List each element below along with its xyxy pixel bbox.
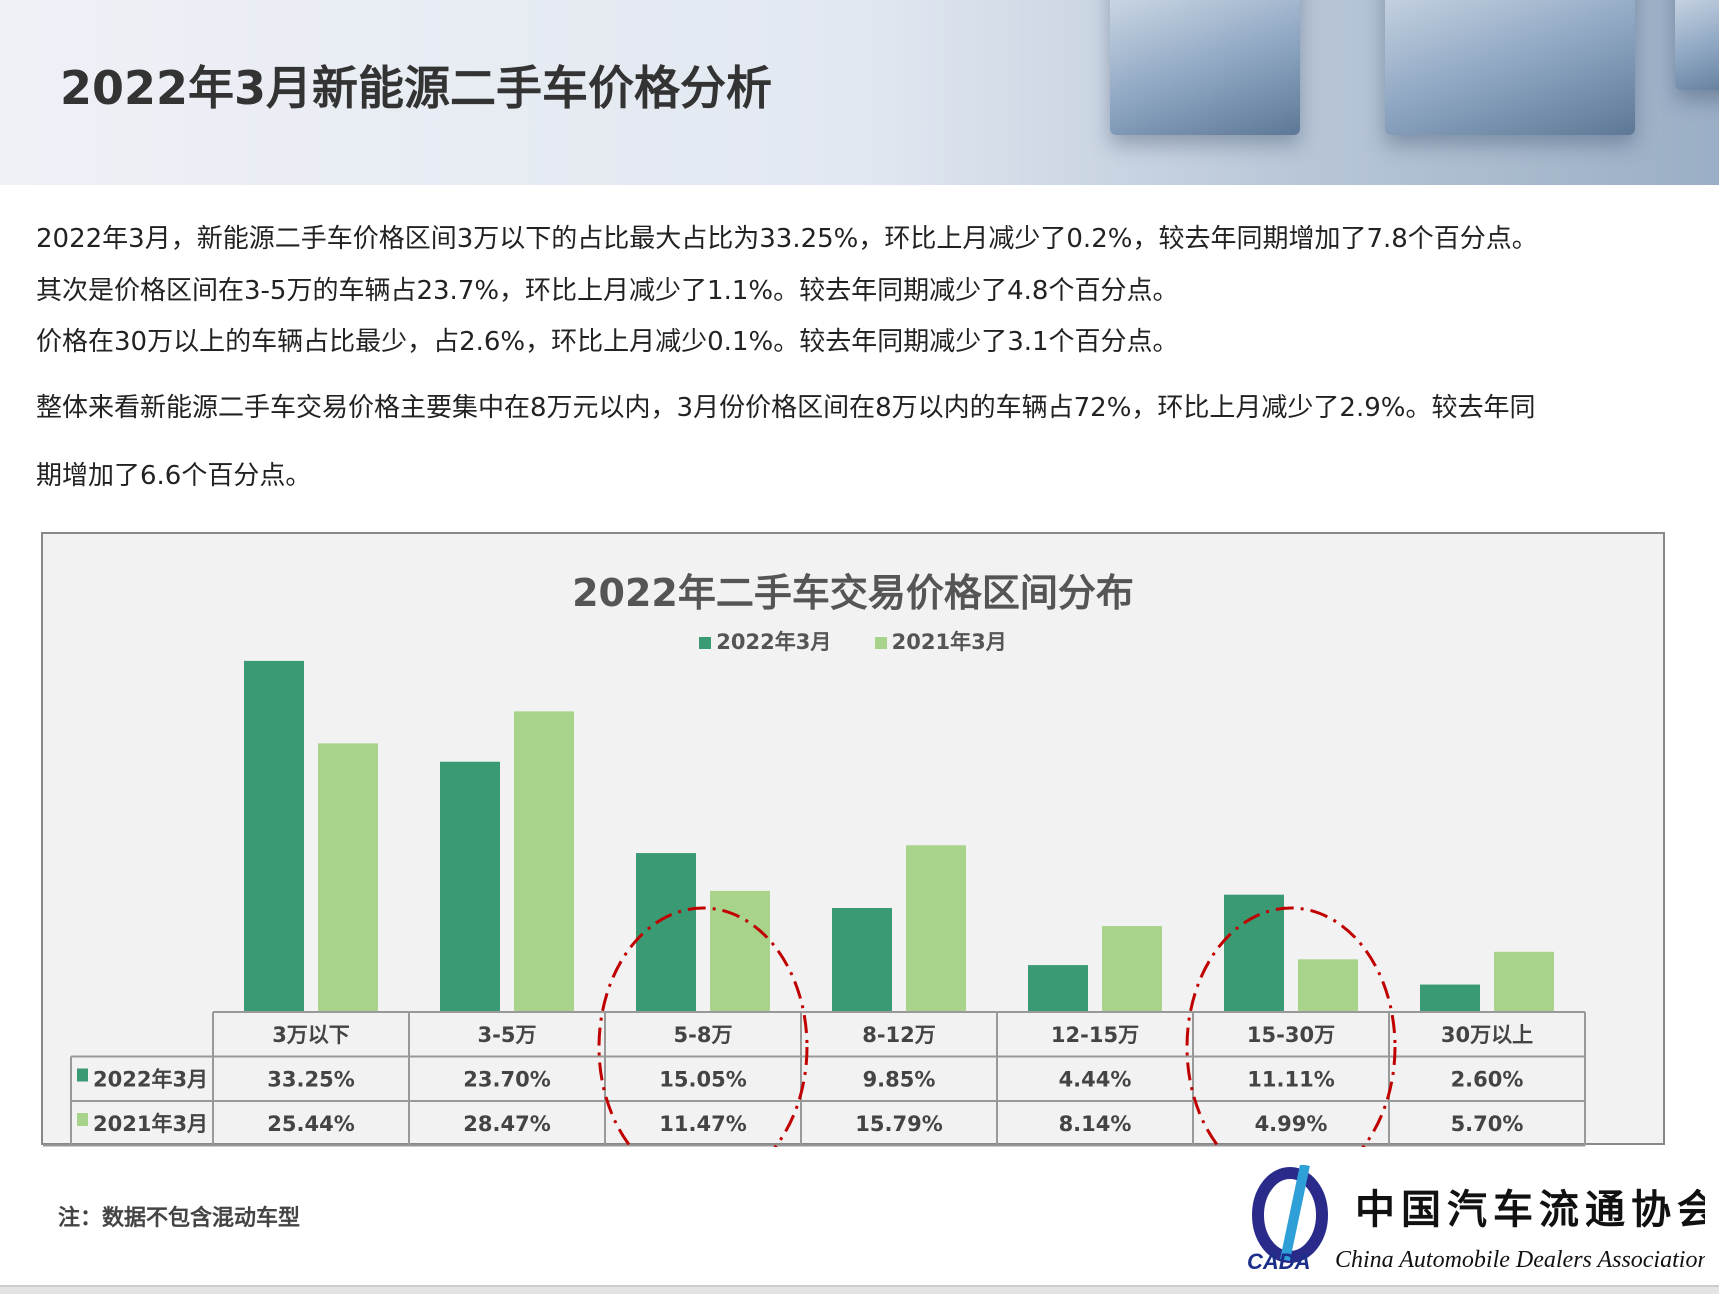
svg-text:China Automobile Dealers Assoc: China Automobile Dealers Association [1335,1247,1705,1273]
bar-2021 [318,743,378,1012]
bar-chart: 3万以下 3-5万 5-8万 8-12万 12-15万 15-30万 30万以上 2022年3… [43,660,1586,1147]
chart-legend: 2022年3月 2021年3月 [43,626,1663,656]
bar-2022 [1224,894,1284,1012]
bar-2021 [1102,926,1162,1012]
category-label: 12-15万 [1051,1023,1139,1047]
data-label: 15.05% [659,1068,746,1092]
data-label: 11.11% [1247,1068,1334,1092]
category-label: 3-5万 [478,1023,537,1047]
category-label: 15-30万 [1247,1023,1335,1047]
header-banner: 2022年3月新能源二手车价格分析 [0,0,1719,185]
legend-swatch [874,637,887,649]
paragraph: 价格在30万以上的车辆占比最少，占2.6%，环比上月减少0.1%。较去年同期减少… [36,327,1179,357]
category-label: 30万以上 [1441,1023,1533,1047]
data-label: 2.60% [1451,1068,1524,1092]
bar-2022 [1420,984,1480,1012]
category-label: 5-8万 [674,1023,733,1047]
paragraph: 2022年3月，新能源二手车价格区间3万以下的占比最大占比为33.25%，环比上… [36,224,1538,254]
bar-2021 [906,845,966,1012]
bar-2021 [1494,951,1554,1012]
legend-label: 2022年3月 [716,630,832,654]
data-label: 23.70% [463,1068,550,1092]
series-label: 2022年3月 [93,1068,208,1092]
highlight-ellipse [597,906,809,1147]
decorative-cube [1385,0,1635,135]
legend-swatch [77,1113,88,1126]
bar-2022 [636,853,696,1012]
chart-container: 2022年二手车交易价格区间分布 2022年3月 2021年3月 3万以下 3-5… [41,532,1665,1147]
svg-text:中国汽车流通协会: 中国汽车流通协会 [1355,1186,1705,1233]
data-label: 28.47% [463,1112,550,1136]
decorative-cube [1675,0,1719,90]
bar-2021 [514,711,574,1012]
decorative-cube [1110,0,1300,135]
bar-2022 [244,660,304,1012]
legend-label: 2021年3月 [891,630,1007,654]
data-label: 33.25% [267,1068,354,1092]
category-label: 8-12万 [862,1023,936,1047]
legend-swatch [699,637,712,649]
data-label: 25.44% [267,1112,354,1136]
paragraph: 其次是价格区间在3-5万的车辆占23.7%，环比上月减少了1.1%。较去年同期减… [36,276,1179,306]
bar-2021 [710,890,770,1012]
legend-item-2022: 2022年3月 [699,626,831,656]
bar-2022 [832,907,892,1012]
data-label: 15.79% [855,1112,942,1136]
chart-title: 2022年二手车交易价格区间分布 [572,571,1134,615]
category-label: 3万以下 [272,1023,350,1047]
cada-logo: CADA 中国汽车流通协会 China Automobile Dealers A… [1245,1163,1717,1275]
footnote: 注：数据不包含混动车型 [58,1206,301,1231]
bar-2022 [1028,965,1088,1012]
data-label: 8.14% [1059,1112,1132,1136]
data-label: 11.47% [659,1112,746,1136]
series-label: 2021年3月 [93,1112,208,1136]
legend-item-2021: 2021年3月 [874,626,1007,656]
paragraph: 期增加了6.6个百分点。 [36,461,312,491]
data-label: 4.44% [1059,1068,1132,1092]
svg-text:CADA: CADA [1247,1249,1311,1274]
bar-2021 [1298,959,1358,1012]
paragraph: 整体来看新能源二手车交易价格主要集中在8万元以内，3月份价格区间在8万以内的车辆… [36,393,1536,423]
data-label: 5.70% [1451,1112,1524,1136]
bottom-divider [0,1285,1719,1294]
highlight-ellipse [1185,906,1397,1147]
legend-swatch [77,1068,88,1082]
data-label: 4.99% [1255,1112,1328,1136]
bar-2022 [440,761,500,1012]
page-title: 2022年3月新能源二手车价格分析 [60,61,773,115]
logo-emblem-stroke [1280,1163,1310,1262]
data-label: 9.85% [863,1068,936,1092]
